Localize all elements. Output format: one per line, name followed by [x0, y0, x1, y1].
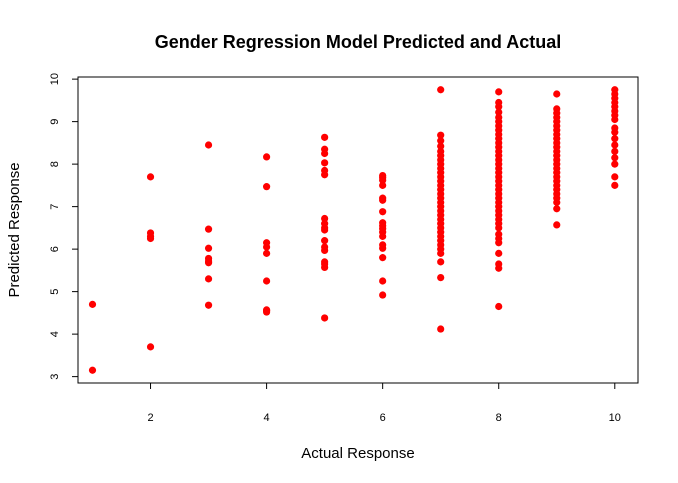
data-point — [321, 171, 329, 179]
data-point — [495, 239, 503, 247]
data-point — [611, 173, 619, 181]
data-point — [553, 90, 561, 98]
data-point — [204, 301, 213, 309]
data-point — [611, 135, 619, 143]
y-tick-label: 5 — [49, 289, 61, 295]
data-point — [437, 258, 445, 266]
data-point — [146, 234, 155, 243]
x-axis: 2 4 6 8 10 — [147, 382, 621, 424]
data-point — [437, 142, 445, 150]
data-point — [379, 291, 387, 299]
data-point — [611, 181, 619, 189]
data-point — [204, 141, 213, 149]
data-point — [611, 128, 619, 136]
data-point — [495, 264, 503, 272]
data-point — [263, 249, 271, 257]
data-point — [321, 314, 329, 322]
x-tick-label: 2 — [147, 412, 153, 424]
data-point — [321, 246, 329, 254]
data-point — [495, 224, 503, 232]
data-point — [321, 237, 329, 245]
data-point — [611, 147, 619, 155]
data-point — [263, 183, 271, 191]
data-point — [379, 254, 387, 262]
data-point — [495, 108, 503, 116]
y-tick-label: 7 — [49, 204, 61, 210]
y-tick-label: 10 — [49, 73, 61, 85]
data-point — [437, 274, 445, 282]
data-point — [495, 302, 503, 311]
data-point — [321, 263, 329, 271]
data-point — [437, 249, 445, 257]
data-point — [146, 173, 155, 181]
data-point — [321, 214, 329, 223]
y-tick-label: 8 — [49, 161, 61, 167]
data-point — [553, 205, 561, 213]
data-point — [146, 343, 155, 351]
data-point — [437, 86, 445, 94]
data-point — [321, 149, 329, 158]
x-tick-label: 10 — [609, 412, 621, 424]
data-point — [321, 159, 329, 167]
data-point — [611, 141, 619, 149]
data-point — [437, 325, 445, 333]
data-points — [88, 86, 619, 374]
data-point — [204, 225, 213, 233]
x-tick-label: 6 — [380, 412, 386, 424]
data-point — [611, 115, 619, 124]
chart-title: Gender Regression Model Predicted and Ac… — [155, 32, 561, 52]
data-point — [204, 275, 213, 283]
data-point — [88, 300, 97, 308]
data-point — [321, 226, 329, 234]
data-point — [437, 137, 445, 145]
data-point — [204, 244, 213, 252]
data-point — [379, 244, 387, 252]
data-point — [495, 249, 503, 257]
x-tick-label: 8 — [496, 412, 502, 424]
data-point — [204, 259, 213, 267]
x-tick-label: 4 — [264, 412, 270, 424]
data-point — [88, 366, 97, 374]
data-point — [263, 243, 271, 251]
data-point — [553, 221, 561, 229]
data-point — [495, 103, 503, 111]
data-point — [379, 208, 387, 216]
data-point — [379, 196, 387, 204]
data-point — [263, 277, 271, 285]
y-axis: 3 4 5 6 7 8 9 10 — [49, 73, 79, 380]
data-point — [379, 277, 387, 285]
y-axis-label: Predicted Response — [6, 162, 23, 297]
data-point — [263, 153, 271, 161]
data-point — [495, 88, 503, 96]
data-point — [611, 160, 619, 168]
data-point — [263, 308, 271, 316]
x-axis-label: Actual Response — [301, 445, 414, 462]
data-point — [321, 133, 329, 141]
y-tick-label: 4 — [49, 331, 61, 337]
data-point — [379, 181, 387, 189]
data-point — [379, 232, 387, 240]
y-tick-label: 3 — [49, 374, 61, 380]
data-point — [437, 131, 445, 139]
data-point — [379, 176, 387, 184]
data-point — [553, 198, 561, 206]
y-tick-label: 6 — [49, 246, 61, 252]
y-tick-label: 9 — [49, 119, 61, 125]
data-point — [611, 154, 619, 162]
